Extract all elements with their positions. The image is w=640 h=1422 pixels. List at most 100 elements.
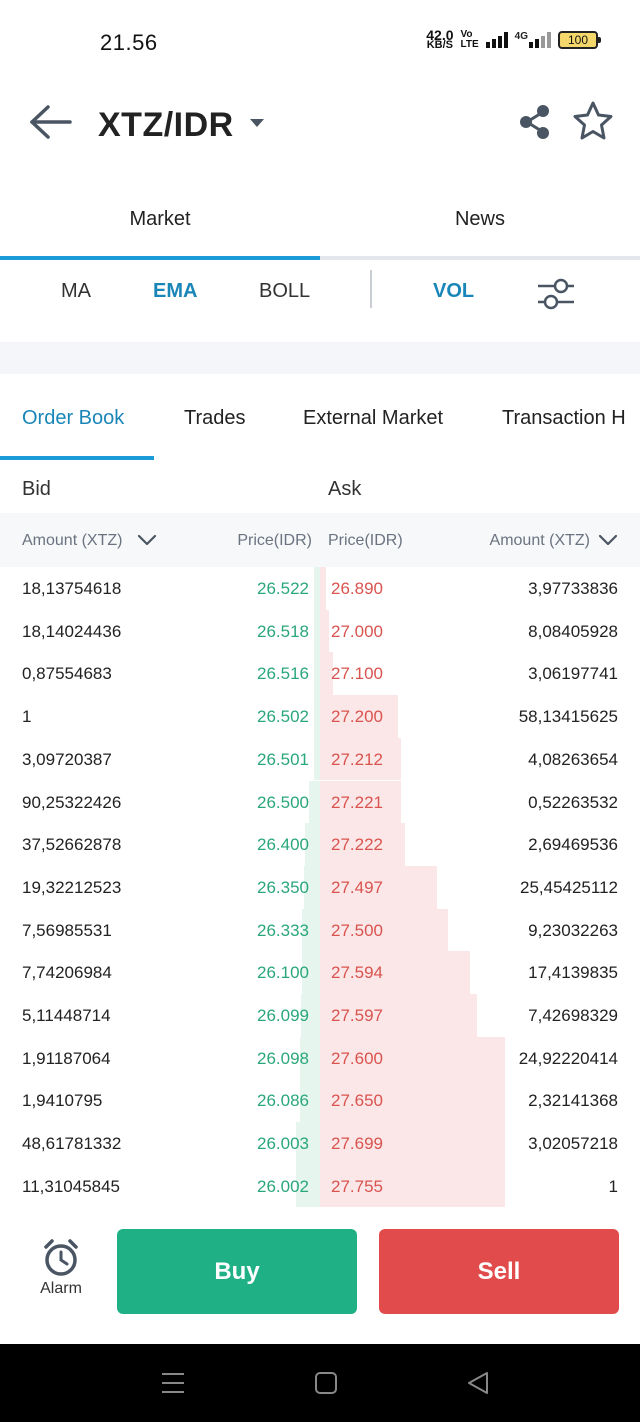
- order-book-row[interactable]: 1,9410795 26.086 27.650 2,32141368: [0, 1079, 640, 1123]
- order-book-row[interactable]: 0,87554683 26.516 27.100 3,06197741: [0, 652, 640, 696]
- bid-amount: 7,56985531: [22, 920, 112, 940]
- order-book-row[interactable]: 19,32212523 26.350 27.497 25,45425112: [0, 865, 640, 909]
- order-book-row[interactable]: 7,74206984 26.100 27.594 17,4139835: [0, 951, 640, 994]
- indicator-row: MA EMA BOLL VOL: [0, 262, 640, 322]
- ask-price: 27.212: [331, 749, 383, 769]
- bid-amount: 1: [22, 707, 32, 727]
- tab-market-underline: [0, 256, 320, 260]
- bid-price: 26.518: [257, 621, 309, 641]
- ask-amount: 25,45425112: [519, 877, 618, 897]
- order-book-column-header: Amount (XTZ) Price(IDR) Price(IDR) Amoun…: [0, 513, 640, 567]
- indicator-boll[interactable]: BOLL: [259, 280, 311, 302]
- order-book-row[interactable]: 5,11448714 26.099 27.597 7,42698329: [0, 994, 640, 1037]
- order-book-row[interactable]: 7,56985531 26.333 27.500 9,23032263: [0, 908, 640, 952]
- bid-amount: 0,87554683: [22, 664, 112, 684]
- tab-transaction-history[interactable]: Transaction H: [502, 407, 626, 429]
- back-triangle-icon[interactable]: [465, 1370, 491, 1396]
- ask-amount-header[interactable]: Amount (XTZ): [489, 532, 590, 549]
- tab-external-market[interactable]: External Market: [303, 407, 444, 429]
- ask-amount: 3,06197741: [528, 664, 618, 684]
- ask-price: 27.000: [331, 621, 383, 641]
- bid-depth-bar: [303, 865, 320, 909]
- bid-depth-bar: [314, 652, 320, 696]
- sell-button[interactable]: Sell: [379, 1229, 619, 1314]
- volte-icon: Vo LTE: [461, 30, 479, 50]
- ask-amount: 3,97733836: [528, 579, 618, 598]
- pair-title[interactable]: XTZ/IDR: [98, 106, 234, 144]
- chevron-down-icon[interactable]: [598, 533, 618, 547]
- order-book-row[interactable]: 3,09720387 26.501 27.212 4,08263654: [0, 737, 640, 781]
- bid-amount-header[interactable]: Amount (XTZ): [22, 532, 123, 549]
- order-book-row[interactable]: 1 26.502 27.200 58,13415625: [0, 695, 640, 738]
- order-book-row[interactable]: 37,52662878 26.400 27.222 2,69469536: [0, 823, 640, 866]
- indicator-ma[interactable]: MA: [61, 280, 91, 302]
- favorite-button[interactable]: [572, 100, 614, 142]
- ask-price: 27.221: [331, 792, 383, 812]
- side-labels: Bid Ask: [0, 460, 640, 513]
- bid-price: 26.100: [257, 963, 309, 983]
- ask-depth-bar: [320, 994, 478, 1037]
- network-type: 4G: [514, 31, 528, 42]
- bid-depth-bar: [296, 1122, 320, 1165]
- ask-depth-bar: [320, 1079, 505, 1123]
- chevron-down-icon[interactable]: [137, 533, 157, 547]
- ask-depth-bar: [320, 823, 406, 866]
- menu-icon[interactable]: [160, 1370, 186, 1396]
- ask-price: 27.500: [331, 920, 383, 940]
- bid-depth-bar: [300, 1079, 320, 1123]
- ask-depth-bar: [320, 1036, 505, 1080]
- pair-selector[interactable]: [248, 116, 266, 130]
- net-speed-unit: KB/S: [426, 39, 454, 51]
- tab-news[interactable]: News: [454, 208, 505, 230]
- caret-down-icon: [250, 119, 264, 127]
- ask-price: 27.100: [331, 664, 383, 684]
- bid-amount: 90,25322426: [22, 792, 122, 812]
- bid-depth-bar: [300, 1036, 320, 1080]
- indicator-settings-button[interactable]: [536, 276, 576, 312]
- indicator-ema[interactable]: EMA: [153, 280, 198, 302]
- buy-button[interactable]: Buy: [117, 1229, 357, 1314]
- bid-depth-bar: [314, 567, 320, 610]
- bid-depth-bar: [305, 823, 320, 866]
- ask-price: 27.755: [331, 1176, 383, 1196]
- order-book-row[interactable]: 1,91187064 26.098 27.600 24,92220414: [0, 1036, 640, 1080]
- ask-amount: 0,52263532: [528, 792, 618, 812]
- ask-price: 27.594: [331, 963, 383, 983]
- order-book-row[interactable]: 18,14024436 26.518 27.000 8,08405928: [0, 609, 640, 653]
- share-button[interactable]: [518, 104, 552, 140]
- bid-price: 26.003: [257, 1134, 309, 1154]
- home-square-icon[interactable]: [313, 1370, 339, 1396]
- indicator-vol[interactable]: VOL: [433, 280, 475, 302]
- ask-depth-bar: [320, 865, 437, 909]
- order-book-row[interactable]: 11,31045845 26.002 27.755 1: [0, 1164, 640, 1208]
- tab-trades[interactable]: Trades: [184, 407, 246, 429]
- main-tabs: Market News: [0, 190, 640, 260]
- chart-placeholder-band: [0, 342, 640, 374]
- ask-price: 26.890: [331, 579, 383, 598]
- order-book-row[interactable]: 48,61781332 26.003 27.699 3,02057218: [0, 1122, 640, 1165]
- bid-price: 26.333: [257, 920, 309, 940]
- mobile-data-icon: 4G: [515, 32, 551, 48]
- indicator-separator: [370, 270, 372, 308]
- alarm-button[interactable]: Alarm: [30, 1238, 92, 1302]
- order-book: 18,13754618 26.522 26.890 3,97733836 18,1402…: [0, 567, 640, 1208]
- tab-market[interactable]: Market: [129, 208, 191, 230]
- bid-amount: 18,13754618: [22, 579, 122, 598]
- order-book-row[interactable]: 18,13754618 26.522 26.890 3,97733836: [0, 567, 640, 610]
- back-button[interactable]: [28, 102, 74, 142]
- bid-price: 26.086: [257, 1091, 309, 1111]
- ask-price: 27.650: [331, 1091, 383, 1111]
- bid-depth-bar: [314, 695, 320, 738]
- tab-order-book[interactable]: Order Book: [22, 407, 125, 429]
- star-icon: [573, 101, 613, 140]
- volte-top: Vo: [460, 29, 473, 40]
- ask-amount: 4,08263654: [528, 749, 618, 769]
- alarm-clock-icon: [44, 1239, 78, 1276]
- ask-depth-bar: [320, 652, 333, 696]
- bid-amount: 1,9410795: [22, 1091, 103, 1111]
- bid-amount: 7,74206984: [22, 963, 112, 983]
- order-book-row[interactable]: 90,25322426 26.500 27.221 0,52263532: [0, 780, 640, 824]
- ask-amount: 2,69469536: [528, 835, 618, 855]
- ask-amount: 8,08405928: [528, 621, 618, 641]
- ask-depth-bar: [320, 951, 470, 994]
